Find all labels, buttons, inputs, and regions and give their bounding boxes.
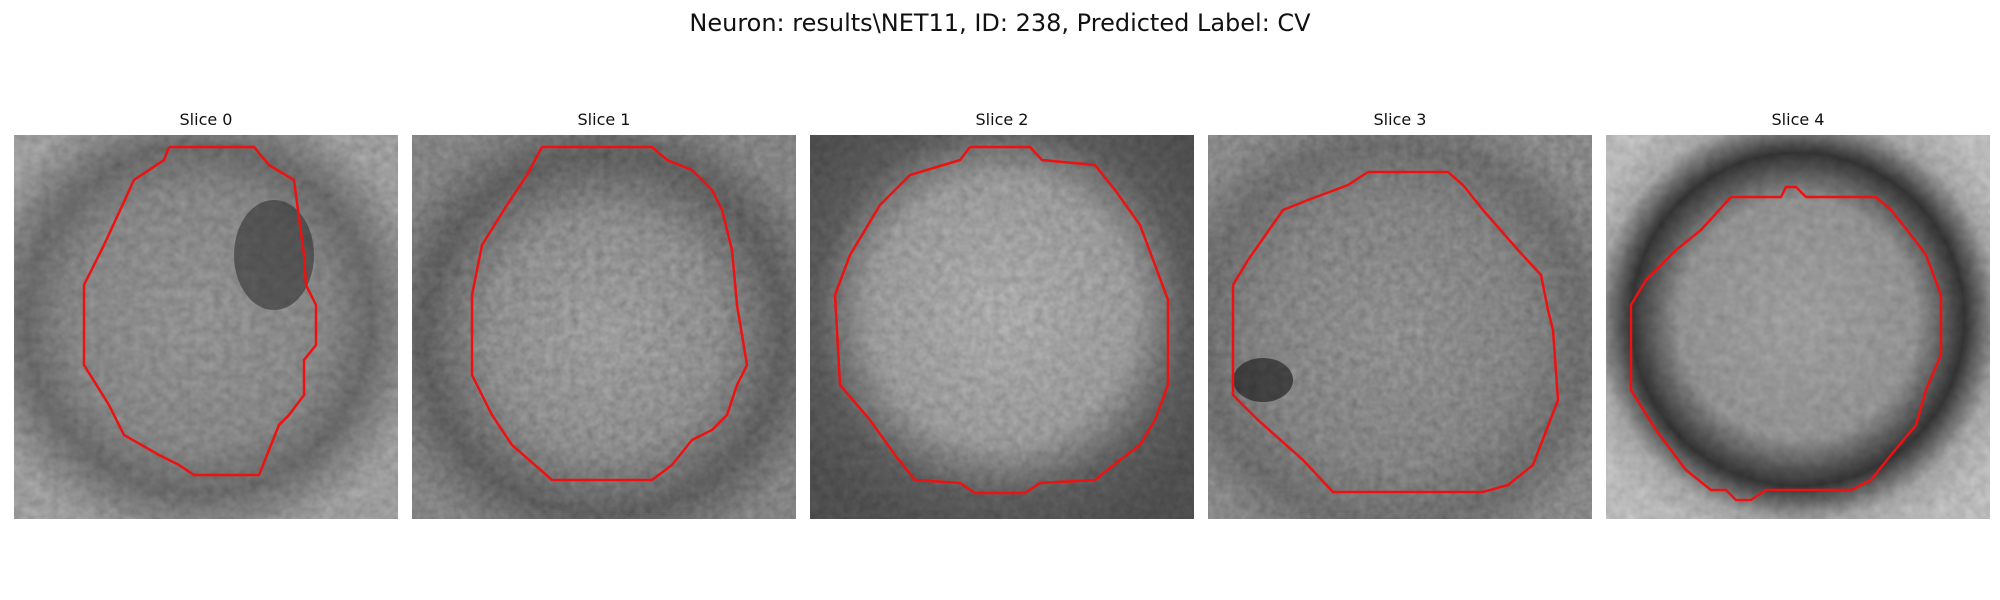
- slice-title-4: Slice 4: [1771, 110, 1825, 129]
- slice-0-canvas: [14, 135, 398, 519]
- slice-0-dark-region: [234, 200, 314, 310]
- slice-3-dark-region: [1233, 358, 1293, 402]
- slice-image-2: [810, 135, 1194, 519]
- slice-image-1: [412, 135, 796, 519]
- slice-image-4: [1606, 135, 1990, 519]
- slice-4-texture: [1606, 135, 1990, 519]
- slice-1-contour: [470, 145, 749, 482]
- slice-3-texture: [1208, 135, 1592, 519]
- slice-image-0: [14, 135, 398, 519]
- slice-3-contour: [1231, 170, 1560, 494]
- slice-0-texture: [14, 135, 398, 519]
- slice-0-contour: [82, 145, 318, 477]
- slice-4-contour: [1629, 185, 1943, 502]
- slice-2-canvas: [810, 135, 1194, 519]
- slice-3-canvas: [1208, 135, 1592, 519]
- slice-title-0: Slice 0: [179, 110, 233, 129]
- slice-title-1: Slice 1: [577, 110, 631, 129]
- slice-2-texture: [810, 135, 1194, 519]
- slice-title-3: Slice 3: [1373, 110, 1427, 129]
- slice-2-contour: [833, 145, 1170, 495]
- slice-1-texture: [412, 135, 796, 519]
- slice-image-3: [1208, 135, 1592, 519]
- figure-title: Neuron: results\NET11, ID: 238, Predicte…: [689, 9, 1311, 37]
- slice-1-canvas: [412, 135, 796, 519]
- slice-4-canvas: [1606, 135, 1990, 519]
- slice-title-2: Slice 2: [975, 110, 1029, 129]
